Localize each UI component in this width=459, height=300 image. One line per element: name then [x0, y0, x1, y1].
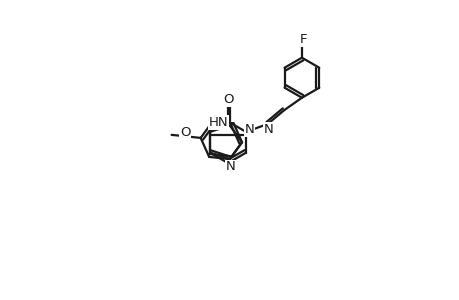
Text: F: F: [299, 34, 307, 46]
Text: N: N: [263, 123, 273, 136]
Text: N: N: [225, 160, 235, 173]
Text: N: N: [245, 123, 254, 136]
Text: HN: HN: [208, 116, 228, 129]
Text: O: O: [223, 93, 234, 106]
Text: O: O: [180, 126, 190, 139]
